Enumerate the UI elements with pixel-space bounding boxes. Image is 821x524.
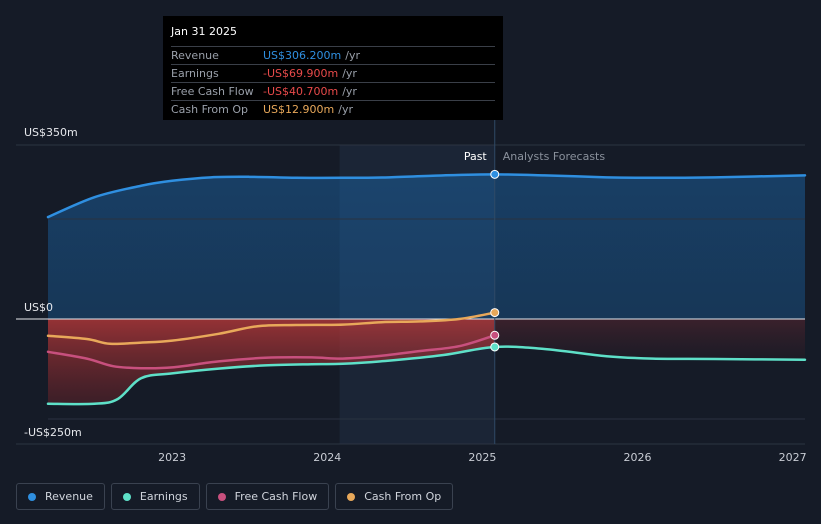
free-cash-flow-marker [490, 330, 500, 340]
cash-from-op-line [46, 311, 497, 346]
tooltip-row-value: -US$40.700m [263, 85, 339, 98]
legend-dot-icon [217, 492, 226, 501]
free-cash-flow-line [46, 334, 497, 370]
legend-dot-icon [347, 492, 356, 501]
tooltip-date: Jan 31 2025 [171, 23, 495, 47]
past-label: Past [464, 150, 488, 163]
y-tick-label: US$0 [24, 301, 53, 314]
tooltip-row-label: Free Cash Flow [171, 85, 254, 98]
tooltip-row-label: Revenue [171, 49, 219, 62]
tooltip-row-unit: /yr [345, 49, 360, 62]
legend-item-free-cash-flow[interactable]: Free Cash Flow [205, 483, 330, 510]
revenue-area [48, 174, 805, 319]
y-tick-label: -US$250m [24, 426, 82, 439]
legend-item-earnings[interactable]: Earnings [110, 483, 200, 510]
x-tick-label: 2025 [468, 451, 496, 464]
revenue-marker [490, 169, 500, 179]
tooltip-row-value: US$306.200m [263, 49, 342, 62]
tooltip-row: Cash From Op US$12.900m/yr [171, 101, 495, 118]
tooltip-row-unit: /yr [342, 67, 357, 80]
legend-dot-icon [122, 492, 131, 501]
legend-dot-icon [28, 492, 36, 501]
earnings-marker [490, 342, 500, 352]
legend-item-revenue[interactable]: Revenue [16, 483, 105, 510]
y-tick-label: US$350m [24, 126, 78, 139]
tooltip-row: Earnings -US$69.900m/yr [171, 65, 495, 83]
legend: Revenue Earnings Free Cash Flow Cash From O… [16, 483, 454, 510]
tooltip-row: Free Cash Flow -US$40.700m/yr [171, 83, 495, 101]
legend-item-cash-from-op[interactable]: Cash From Op [335, 483, 454, 510]
negative-area-past [48, 319, 495, 405]
legend-label: Free Cash Flow [234, 490, 318, 503]
legend-label: Revenue [45, 490, 93, 503]
legend-label: Cash From Op [364, 490, 442, 503]
tooltip-row-value: -US$69.900m [263, 67, 339, 80]
x-tick-label: 2023 [158, 451, 186, 464]
tooltip-row-label: Earnings [171, 67, 219, 80]
x-tick-label: 2027 [779, 451, 807, 464]
tooltip-row-unit: /yr [338, 103, 353, 116]
earnings-line [46, 345, 807, 406]
x-tick-label: 2024 [313, 451, 341, 464]
forecast-label: Analysts Forecasts [503, 150, 606, 163]
tooltip-row: Revenue US$306.200m/yr [171, 47, 495, 65]
negative-area-forecast [494, 319, 805, 360]
tooltip-row-unit: /yr [342, 85, 357, 98]
tooltip-row-value: US$12.900m [263, 103, 335, 116]
tooltip-row-label: Cash From Op [171, 103, 249, 116]
tooltip: Jan 31 2025 Revenue US$306.200m/yr Earning… [163, 16, 503, 120]
revenue-line [46, 173, 807, 219]
cash-from-op-marker [490, 308, 500, 318]
x-tick-label: 2026 [623, 451, 651, 464]
legend-label: Earnings [139, 490, 188, 503]
